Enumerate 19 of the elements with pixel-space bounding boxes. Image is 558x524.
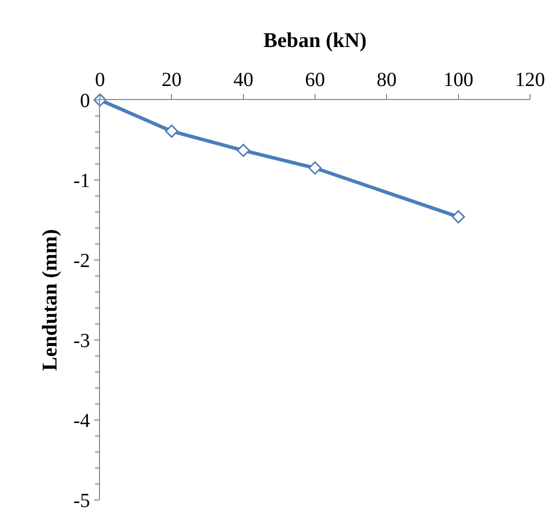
x-tick-label: 20: [162, 69, 182, 91]
point: [308, 161, 322, 175]
x-tick-label: 60: [305, 69, 325, 91]
y-tick-label: 0: [80, 90, 90, 112]
x-tick-label: 100: [443, 69, 474, 91]
y-tick-label: -1: [73, 170, 90, 192]
point: [165, 124, 178, 138]
y-tick-label: -3: [73, 330, 90, 352]
y-tick-label: -5: [73, 490, 90, 512]
x-tick-label: 120: [515, 69, 545, 91]
x-tick-label: 0: [95, 69, 105, 91]
x-tick-label: 40: [233, 69, 254, 91]
point: [236, 144, 250, 157]
x-tick-label: 80: [376, 69, 397, 91]
y-tick-label: -4: [73, 410, 90, 432]
x-axis-title: Beban (kN): [263, 28, 367, 52]
point: [452, 210, 465, 224]
y-tick-label: -2: [73, 250, 90, 272]
y-axis-title: Lendutan (mm): [37, 229, 62, 371]
